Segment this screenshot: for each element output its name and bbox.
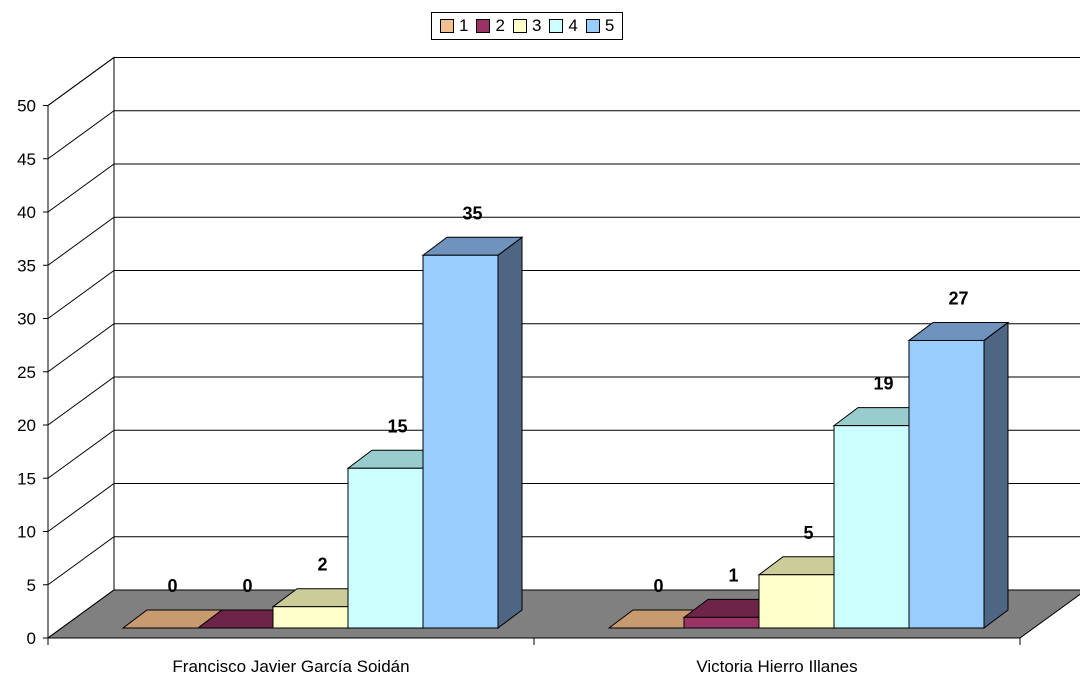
data-label: 35 — [462, 203, 482, 223]
y-tick-label: 25 — [17, 363, 36, 382]
legend-item-1: 1 — [440, 16, 468, 36]
bar-side — [983, 321, 1009, 629]
legend-swatch — [585, 19, 600, 33]
x-axis: Francisco Javier García Soidán Victoria H… — [47, 637, 1021, 676]
y-tick-label: 40 — [17, 203, 36, 222]
bar-side — [497, 236, 523, 629]
gridline-25 — [47, 323, 1080, 373]
data-label: 27 — [948, 288, 968, 308]
y-tick-label: 45 — [17, 150, 36, 169]
legend-swatch — [440, 19, 454, 33]
legend-label: 2 — [495, 16, 505, 35]
gridline-40 — [47, 163, 1080, 213]
gridline-5 — [47, 536, 1080, 586]
bar-front — [758, 574, 835, 629]
gridline-20 — [47, 376, 1080, 426]
bars — [121, 236, 1010, 629]
y-axis: 0 5 10 15 20 25 30 35 40 45 50 — [17, 97, 49, 648]
legend-swatch — [512, 19, 527, 33]
bar-front — [833, 425, 910, 629]
y-tick-label: 5 — [27, 576, 36, 595]
x-tick-label: Francisco Javier García Soidán — [172, 657, 409, 676]
legend-item-2: 2 — [476, 16, 505, 36]
legend-item-5: 5 — [585, 16, 615, 36]
bar-front — [422, 254, 499, 629]
bar-3-1 — [271, 587, 374, 629]
data-label: 0 — [242, 576, 252, 596]
legend-label: 3 — [531, 16, 542, 35]
x-tick-label: Victoria Hierro Illanes — [696, 657, 857, 676]
gridline-50 — [47, 57, 1080, 106]
legend-label: 1 — [459, 16, 469, 35]
data-label: 0 — [653, 576, 663, 596]
gridline-30 — [47, 270, 1080, 319]
y-tick-label: 15 — [17, 469, 36, 488]
data-label: 15 — [387, 416, 407, 436]
gridline-15 — [47, 429, 1080, 479]
y-tick-label: 10 — [17, 523, 36, 542]
bar-5-2 — [907, 321, 1010, 629]
bar-front — [347, 467, 424, 629]
data-label: 5 — [803, 523, 813, 543]
legend-item-4: 4 — [549, 16, 578, 36]
y-tick-label: 50 — [17, 97, 36, 116]
gridline-35 — [47, 216, 1080, 266]
y-tick-label: 35 — [17, 256, 36, 275]
y-tick-label: 30 — [17, 310, 36, 329]
y-tick-label: 0 — [27, 629, 36, 648]
data-label: 0 — [167, 576, 177, 596]
bar-front — [683, 616, 760, 629]
legend-label: 4 — [568, 16, 578, 35]
gridline-45 — [47, 110, 1080, 160]
legend-swatch — [549, 19, 564, 33]
legend-item-3: 3 — [512, 16, 542, 36]
data-label: 1 — [728, 565, 738, 585]
legend-label: 5 — [604, 16, 615, 35]
data-label: 19 — [873, 374, 893, 394]
legend-swatch — [476, 19, 491, 33]
data-label: 2 — [317, 555, 327, 575]
bar-5-1 — [421, 236, 524, 629]
bar-front — [272, 606, 349, 629]
bar-front — [908, 339, 985, 629]
gridline-10 — [47, 483, 1080, 532]
y-tick-label: 20 — [17, 416, 36, 435]
chart-legend: 1 2 3 4 5 — [431, 12, 624, 40]
